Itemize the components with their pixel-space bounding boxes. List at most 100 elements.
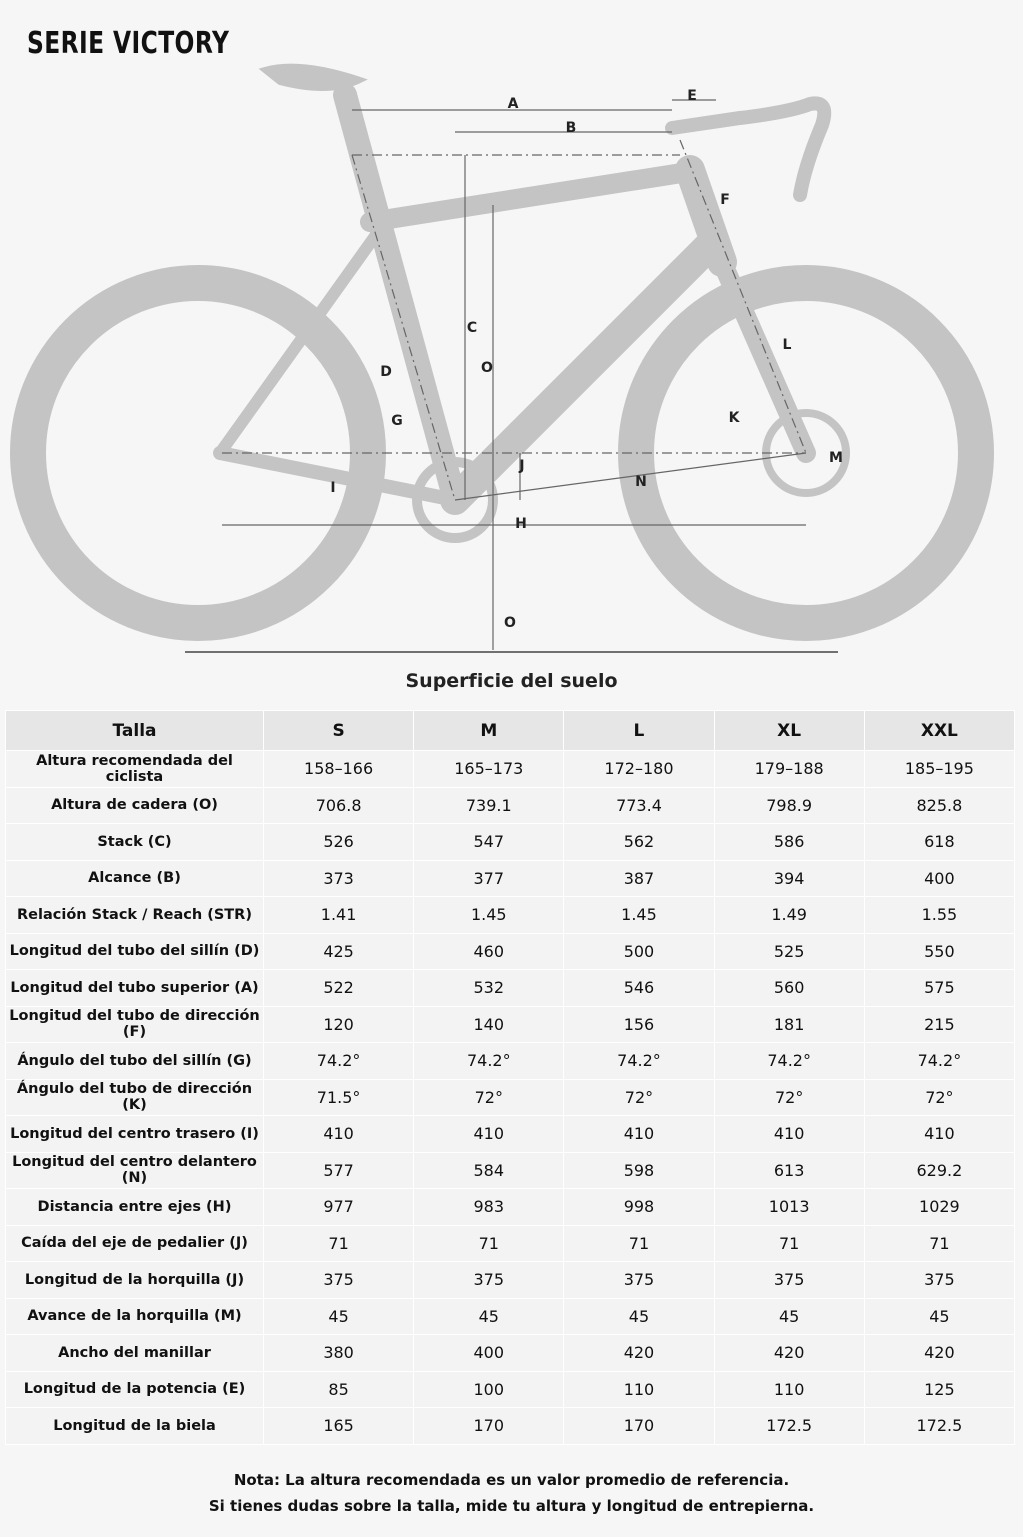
value-cell: 71 [262,1224,415,1262]
value-cell: 85 [262,1370,415,1408]
value-cell: 629.2 [863,1151,1016,1189]
value-cell: 71 [563,1224,715,1262]
value-cell: 410 [563,1115,715,1153]
notes: Nota: La altura recomendada es un valor … [0,1467,1023,1519]
row-label: Longitud del centro delantero (N) [5,1151,264,1189]
dimension-label: B [566,120,577,136]
table-row: Longitud del tubo superior (A) 522 532 546 5… [5,969,1016,1007]
table-row: Ángulo del tubo de dirección (K) 71.5° 72°… [5,1078,1016,1116]
value-cell: 170 [413,1407,565,1445]
dimension-label: G [391,413,403,429]
dimension-label: J [518,458,524,474]
value-cell: 562 [563,823,715,861]
row-label: Avance de la horquilla (M) [5,1297,264,1335]
note-line: Nota: La altura recomendada es un valor … [233,1471,790,1489]
value-cell: 525 [713,932,865,970]
dimension-label: E [687,88,697,104]
row-label: Longitud de la horquilla (J) [5,1261,264,1299]
value-cell: 598 [563,1151,715,1189]
dimension-label: H [515,516,527,532]
value-cell: 1.45 [413,896,565,934]
table-row: Longitud de la potencia (E) 85 100 110 110 12… [5,1370,1016,1408]
row-label: Longitud del tubo de dirección (F) [5,1005,264,1043]
dimension-label: N [635,474,647,490]
seatstay [214,226,384,459]
value-cell: 1.45 [563,896,715,934]
row-label: Altura recomendada del ciclista [5,750,264,788]
dimension-label: L [783,337,792,353]
row-label: Longitud del tubo superior (A) [5,969,264,1007]
note-line: Si tienes dudas sobre la talla, mide tu … [208,1497,815,1515]
value-cell: 420 [563,1334,715,1372]
value-cell: 522 [262,969,415,1007]
dimension-label: M [829,450,843,466]
fork [712,252,816,463]
table-row: Alcance (B) 373 377 387 394 400 [5,859,1016,897]
value-cell: 584 [413,1151,565,1189]
value-cell: 179–188 [713,750,865,788]
value-cell: 72° [563,1078,715,1116]
value-cell: 546 [563,969,715,1007]
value-cell: 394 [713,859,865,897]
value-cell: 71 [413,1224,565,1262]
value-cell: 798.9 [713,786,865,824]
row-label: Alcance (B) [5,859,264,897]
value-cell: 618 [863,823,1016,861]
table-row: Distancia entre ejes (H) 977 983 998 1013 102… [5,1188,1016,1226]
value-cell: 526 [262,823,415,861]
table-row: Stack (C) 526 547 562 586 618 [5,823,1016,861]
value-cell: 74.2° [563,1042,715,1080]
header-row: Talla S M L XL XXL [5,710,1016,751]
value-cell: 560 [713,969,865,1007]
row-label: Altura de cadera (O) [5,786,264,824]
value-cell: 71 [863,1224,1016,1262]
row-label: Longitud del tubo del sillín (D) [5,932,264,970]
table-row: Relación Stack / Reach (STR) 1.41 1.45 1.45… [5,896,1016,934]
value-cell: 500 [563,932,715,970]
value-cell: 400 [413,1334,565,1372]
value-cell: 998 [563,1188,715,1226]
dim-d [351,154,456,501]
value-cell: 1.49 [713,896,865,934]
value-cell: 547 [413,823,565,861]
head-tube [675,155,737,277]
row-label: Stack (C) [5,823,264,861]
dimension-label: I [330,480,335,496]
value-cell: 375 [713,1261,865,1299]
value-cell: 373 [262,859,415,897]
table-row: Avance de la horquilla (M) 45 45 45 45 45 [5,1297,1016,1335]
dimension-label: A [508,96,519,112]
value-cell: 45 [713,1297,865,1335]
title: SERIE VICTORY [27,26,230,61]
value-cell: 74.2° [262,1042,415,1080]
dimension-label: F [720,192,730,208]
value-cell: 375 [413,1261,565,1299]
dimension-label: K [729,410,741,426]
bike-diagram: A E B F C O L D G K J M N I H O [10,63,994,653]
value-cell: 125 [863,1370,1016,1408]
table-row: Longitud de la horquilla (J) 375 375 375 375… [5,1261,1016,1299]
value-cell: 156 [563,1005,715,1043]
row-label: Longitud de la biela [5,1407,264,1445]
value-cell: 71.5° [262,1078,415,1116]
value-cell: 72° [713,1078,865,1116]
value-cell: 380 [262,1334,415,1372]
value-cell: 375 [262,1261,415,1299]
dimension-labels: A E B F C O L D G K J M N I H O [330,88,843,631]
value-cell: 410 [262,1115,415,1153]
seat-tube [333,83,467,512]
value-cell: 45 [413,1297,565,1335]
value-cell: 387 [563,859,715,897]
value-cell: 420 [713,1334,865,1372]
value-cell: 773.4 [563,786,715,824]
value-cell: 172.5 [863,1407,1016,1445]
value-cell: 706.8 [262,786,415,824]
top-tube [360,162,698,232]
value-cell: 74.2° [413,1042,565,1080]
value-cell: 739.1 [413,786,565,824]
value-cell: 74.2° [713,1042,865,1080]
value-cell: 172.5 [713,1407,865,1445]
value-cell: 110 [713,1370,865,1408]
geometry-table: Talla S M L XL XXL Altura recomendada del cicl… [5,710,1016,1445]
